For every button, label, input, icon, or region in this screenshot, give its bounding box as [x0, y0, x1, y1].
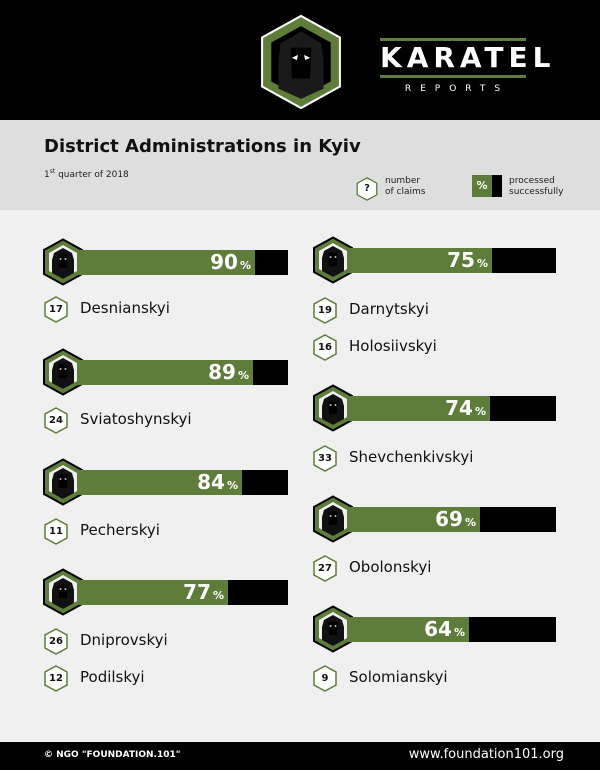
percent-sign: %: [474, 405, 486, 418]
header: KARATEL REPORTS: [0, 0, 600, 120]
legend-percent-swatch: %: [472, 175, 502, 197]
bar-desnianskyi: 90%: [42, 238, 292, 284]
page-subtitle: 1st quarter of 2018: [44, 168, 129, 180]
legend-claims-line1: number: [385, 176, 421, 186]
percent-number: 75: [447, 248, 475, 272]
percent-number: 90: [210, 250, 238, 274]
bar-sviatoshynskyi: 89%: [42, 348, 292, 394]
district-name: Sviatoshynskyi: [80, 410, 192, 428]
percent-sign: %: [212, 589, 224, 602]
legend-claims-line2: of claims: [385, 187, 426, 197]
district-name: Darnytskyi: [349, 300, 429, 318]
bar-fill: [78, 470, 242, 495]
percent-sign: %: [237, 369, 249, 382]
claims-count: 19: [318, 305, 332, 316]
brand-bottom-line: [380, 75, 526, 78]
bar-solomianskyi: 64%: [312, 605, 562, 651]
brand-sub: REPORTS: [404, 84, 510, 94]
bar-track: 89%: [78, 360, 288, 385]
subtitle-ordinal: 1: [44, 170, 50, 180]
bar-dniprovskyi: 77%: [42, 568, 292, 614]
brand: KARATEL REPORTS: [380, 38, 556, 94]
bar-shevchenkivskyi: 74%: [312, 384, 562, 430]
district-name: Desnianskyi: [80, 299, 170, 317]
district-name: Holosiivskyi: [349, 337, 437, 355]
bar-fill: [348, 617, 469, 642]
footer: © NGO "FOUNDATION.101" www.foundation101…: [0, 742, 600, 770]
percent-sign: %: [464, 516, 476, 529]
bar-value: 77%: [78, 580, 224, 605]
claims-count: 24: [49, 415, 63, 426]
footer-site-link[interactable]: www.foundation101.org: [408, 747, 564, 762]
brand-top-line: [380, 38, 526, 41]
bar-value: 84%: [78, 470, 238, 495]
bar-track: 64%: [348, 617, 556, 642]
claims-count: 12: [49, 673, 63, 684]
bar-value: 90%: [78, 250, 251, 275]
bar-fill: [78, 580, 228, 605]
district-name: Podilskyi: [80, 668, 145, 686]
bar-track: 69%: [348, 507, 556, 532]
claims-count: 33: [318, 453, 332, 464]
district-name: Dniprovskyi: [80, 631, 168, 649]
percent-sign: %: [226, 479, 238, 492]
claims-symbol: ?: [364, 183, 370, 194]
bar-darnytskyi: 75%: [312, 236, 562, 282]
bar-fill: [348, 248, 492, 273]
district-name: Obolonskyi: [349, 558, 432, 576]
bar-obolonskyi: 69%: [312, 495, 562, 541]
bar-track: 74%: [348, 396, 556, 421]
bar-track: 90%: [78, 250, 288, 275]
claims-count: 11: [49, 526, 63, 537]
district-name: Pecherskyi: [80, 521, 160, 539]
percent-number: 84: [197, 470, 225, 494]
percent-number: 64: [424, 617, 452, 641]
legend-processed-line1: processed: [509, 176, 555, 186]
bar-fill: [78, 250, 255, 275]
legend-processed: processed successfully: [509, 176, 563, 198]
claims-count: 16: [318, 342, 332, 353]
legend-percent-symbol: %: [472, 175, 492, 197]
subtitle-ordinal-suffix: st: [49, 168, 56, 175]
percent-number: 89: [208, 360, 236, 384]
percent-sign: %: [453, 626, 465, 639]
title-bar: District Administrations in Kyiv 1st qua…: [0, 120, 600, 210]
bar-fill: [348, 396, 490, 421]
legend-processed-line2: successfully: [509, 187, 564, 197]
claims-count: 9: [321, 673, 329, 684]
bar-track: 84%: [78, 470, 288, 495]
percent-number: 69: [435, 507, 463, 531]
bar-value: 74%: [348, 396, 486, 421]
legend-percent-black: [492, 175, 502, 197]
percent-number: 74: [445, 396, 473, 420]
subtitle-text: quarter of 2018: [55, 170, 129, 180]
bar-value: 69%: [348, 507, 476, 532]
bar-fill: [348, 507, 480, 532]
legend-claims: number of claims: [385, 176, 425, 198]
bar-value: 64%: [348, 617, 465, 642]
footer-copyright: © NGO "FOUNDATION.101": [44, 750, 181, 760]
brand-name: KARATEL: [380, 41, 556, 74]
karatel-logo-icon: [261, 14, 341, 110]
bar-fill: [78, 360, 253, 385]
bar-track: 77%: [78, 580, 288, 605]
bar-pecherskyi: 84%: [42, 458, 292, 504]
claims-count: 17: [49, 304, 63, 315]
percent-number: 77: [183, 580, 211, 604]
district-name: Shevchenkivskyi: [349, 448, 474, 466]
claims-count: 27: [318, 563, 332, 574]
page-title: District Administrations in Kyiv: [44, 136, 361, 157]
bar-value: 75%: [348, 248, 488, 273]
bar-track: 75%: [348, 248, 556, 273]
claims-count: 26: [49, 636, 63, 647]
district-name: Solomianskyi: [349, 668, 448, 686]
percent-sign: %: [476, 257, 488, 270]
percent-sign: %: [239, 259, 251, 272]
bar-value: 89%: [78, 360, 249, 385]
